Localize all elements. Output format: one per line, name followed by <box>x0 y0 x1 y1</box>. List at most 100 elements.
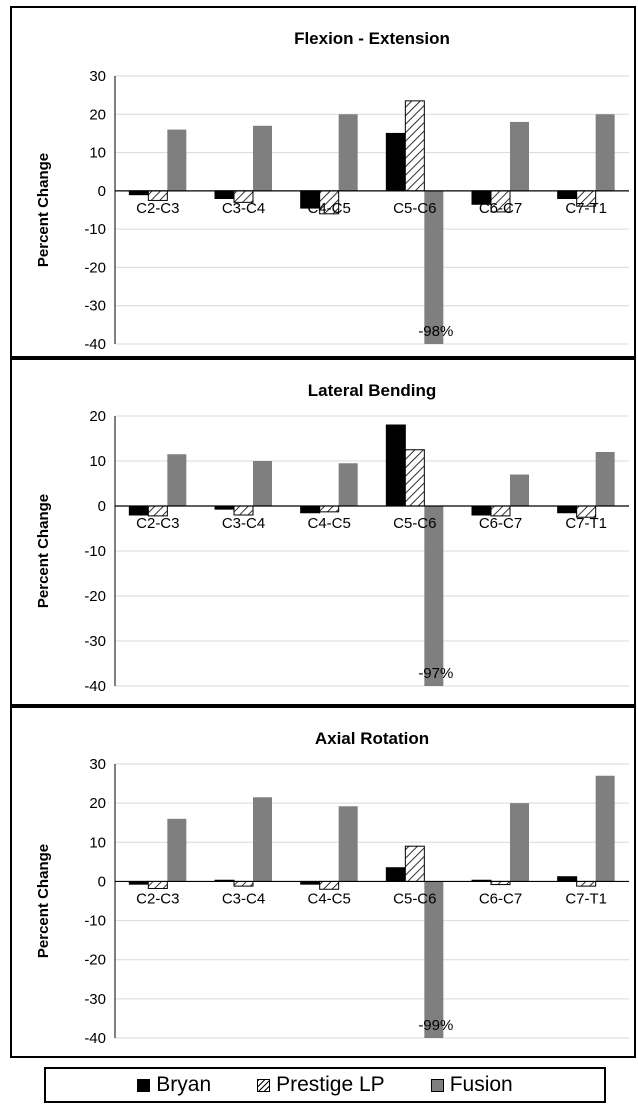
y-tick-label: 10 <box>89 145 106 162</box>
legend-label-fusion: Fusion <box>449 1073 513 1096</box>
y-axis-label: Percent Change <box>35 153 52 267</box>
y-axis-label: Percent Change <box>35 844 52 958</box>
y-tick-label: 30 <box>89 68 106 85</box>
bar-fusion-c3-c4 <box>253 461 272 506</box>
chart-lateral-bending: Lateral Bending Percent Change 20 10 0 -10 -20… <box>35 381 629 695</box>
bar-bryan-c7-t1 <box>557 505 578 514</box>
legend-swatch-bryan <box>137 1078 151 1092</box>
y-tick-label: -30 <box>84 298 106 315</box>
x-tick-label: C4-C5 <box>307 890 350 907</box>
x-tick-label: C4-C5 <box>307 200 350 217</box>
chart-title: Flexion - Extension <box>294 29 450 48</box>
bar-fusion-c5-c6 <box>424 506 444 686</box>
x-tick-label: C6-C7 <box>479 890 522 907</box>
y-tick-label: 10 <box>89 453 106 470</box>
y-tick-label: 20 <box>89 106 106 123</box>
y-tick-label: -10 <box>84 221 106 238</box>
y-tick-label: 10 <box>89 834 106 851</box>
bar-prestige-lp-c4-c5 <box>319 880 340 890</box>
x-tick-label: C7-T1 <box>565 200 607 217</box>
bar-bryan-c3-c4 <box>214 190 235 200</box>
y-tick-label: -20 <box>84 259 106 276</box>
x-tick-label: C6-C7 <box>479 515 522 532</box>
bar-fusion-c7-t1 <box>595 114 615 191</box>
y-tick-label: -40 <box>84 336 106 353</box>
y-tick-label: 20 <box>89 795 106 812</box>
y-axis-label: Percent Change <box>35 494 52 608</box>
x-tick-label: C3-C4 <box>222 515 265 532</box>
y-tick-label: 0 <box>98 873 106 890</box>
x-tick-label: C6-C7 <box>479 200 522 217</box>
bar-fusion-c3-c4 <box>253 125 272 191</box>
bar-prestige-lp-c3-c4 <box>233 880 254 887</box>
legend-item-fusion: Fusion <box>430 1073 513 1097</box>
y-tick-label: -10 <box>84 543 106 560</box>
legend-label-prestige-lp: Prestige LP <box>276 1073 385 1096</box>
y-tick-label: -10 <box>84 913 106 930</box>
chart-title: Lateral Bending <box>308 381 436 400</box>
data-label: -98% <box>418 323 453 340</box>
bar-bryan-c5-c6 <box>385 867 406 882</box>
bar-fusion-c4-c5 <box>338 114 358 191</box>
bar-fusion-c3-c4 <box>253 797 272 882</box>
bar-fusion-c4-c5 <box>338 463 358 506</box>
x-tick-label: C2-C3 <box>136 515 179 532</box>
data-label: -97% <box>418 665 453 682</box>
bar-prestige-lp-c4-c5 <box>319 505 340 513</box>
bar-fusion-c6-c7 <box>510 121 529 191</box>
legend-item-bryan: Bryan <box>137 1073 211 1097</box>
bar-bryan-c2-c3 <box>128 505 149 516</box>
bar-prestige-lp-c5-c6 <box>404 100 425 192</box>
y-tick-label: 20 <box>89 408 106 425</box>
bar-fusion-c6-c7 <box>510 474 529 506</box>
bar-fusion-c7-t1 <box>595 452 615 506</box>
y-tick-label: -30 <box>84 991 106 1008</box>
bar-prestige-lp-c5-c6 <box>404 449 425 507</box>
y-tick-label: -30 <box>84 633 106 650</box>
bar-fusion-c2-c3 <box>167 818 187 882</box>
bar-bryan-c4-c5 <box>300 505 321 514</box>
x-tick-label: C2-C3 <box>136 200 179 217</box>
x-tick-label: C7-T1 <box>565 515 607 532</box>
chart-panel-lateral-bending: Lateral Bending Percent Change 20 10 0 -10 -20… <box>10 358 636 706</box>
data-label: -99% <box>418 1017 453 1034</box>
x-tick-label: C5-C6 <box>393 890 436 907</box>
bar-prestige-lp-c2-c3 <box>147 880 168 889</box>
x-tick-label: C5-C6 <box>393 515 436 532</box>
bar-prestige-lp-c5-c6 <box>404 845 425 882</box>
chart-panel-flexion-extension: Flexion - Extension Percent Change 30 20 10 0… <box>10 6 636 358</box>
bar-bryan-c7-t1 <box>557 876 578 882</box>
bar-bryan-c6-c7 <box>471 505 492 516</box>
chart-flexion-extension: Flexion - Extension Percent Change 30 20 10 0… <box>35 29 629 353</box>
chart-title: Axial Rotation <box>315 729 429 748</box>
legend-label-bryan: Bryan <box>156 1073 212 1096</box>
chart-axial-rotation: Axial Rotation Percent Change 30 20 10 0 -10 -2… <box>35 729 629 1047</box>
y-tick-label: 0 <box>98 183 106 200</box>
bar-prestige-lp-c3-c4 <box>233 505 254 516</box>
legend-swatch-prestige-lp <box>257 1078 271 1092</box>
chart-panel-axial-rotation: Axial Rotation Percent Change 30 20 10 0 -10 -2… <box>10 706 636 1058</box>
legend-swatch-fusion <box>430 1078 444 1092</box>
x-tick-label: C2-C3 <box>136 890 179 907</box>
bar-fusion-c5-c6 <box>424 881 444 1038</box>
bar-bryan-c7-t1 <box>557 190 578 200</box>
x-tick-label: C4-C5 <box>307 515 350 532</box>
bar-fusion-c2-c3 <box>167 129 187 191</box>
x-tick-label: C5-C6 <box>393 200 436 217</box>
y-tick-label: 0 <box>98 498 106 515</box>
y-tick-label: -20 <box>84 588 106 605</box>
y-tick-label: -40 <box>84 1030 106 1047</box>
chart-legend: Bryan Prestige LP Fusion <box>44 1067 606 1103</box>
legend-item-prestige-lp: Prestige LP <box>257 1073 385 1097</box>
bar-bryan-c5-c6 <box>385 424 406 507</box>
y-tick-label: -40 <box>84 678 106 695</box>
x-tick-label: C3-C4 <box>222 200 265 217</box>
bar-fusion-c2-c3 <box>167 454 187 506</box>
bar-prestige-lp-c7-t1 <box>576 880 597 887</box>
y-tick-label: -20 <box>84 952 106 969</box>
bar-fusion-c4-c5 <box>338 806 358 882</box>
y-tick-label: 30 <box>89 756 106 773</box>
x-tick-label: C3-C4 <box>222 890 265 907</box>
bar-fusion-c5-c6 <box>424 190 444 344</box>
bar-fusion-c6-c7 <box>510 803 529 882</box>
